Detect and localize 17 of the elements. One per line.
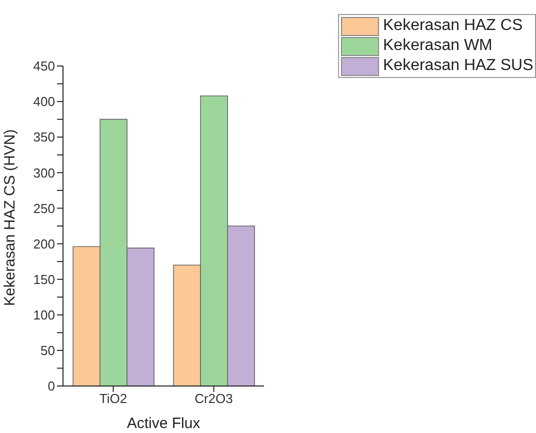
legend-label: Kekerasan HAZ SUS — [383, 57, 534, 75]
y-axis-title: Kekerasan HAZ CS (HVN) — [1, 129, 18, 306]
legend-label: Kekerasan HAZ CS — [383, 17, 523, 35]
y-tick-label: 300 — [33, 165, 55, 180]
y-tick-label: 350 — [33, 130, 55, 145]
y-tick-label: 450 — [33, 58, 55, 74]
x-tick-label: TiO2 — [99, 391, 128, 406]
x-tick-label: Cr2O3 — [194, 391, 233, 406]
x-axis-title: Active Flux — [126, 415, 201, 432]
y-tick-label: 100 — [33, 308, 55, 323]
y-tick-label: 400 — [33, 94, 55, 110]
y-tick-label: 150 — [33, 272, 55, 287]
y-tick-label: 200 — [33, 236, 55, 252]
y-tick-label: 0 — [48, 378, 55, 394]
legend-label: Kekerasan WM — [383, 37, 492, 55]
y-tick-label: 250 — [33, 200, 55, 216]
y-tick-label: 50 — [40, 343, 55, 358]
